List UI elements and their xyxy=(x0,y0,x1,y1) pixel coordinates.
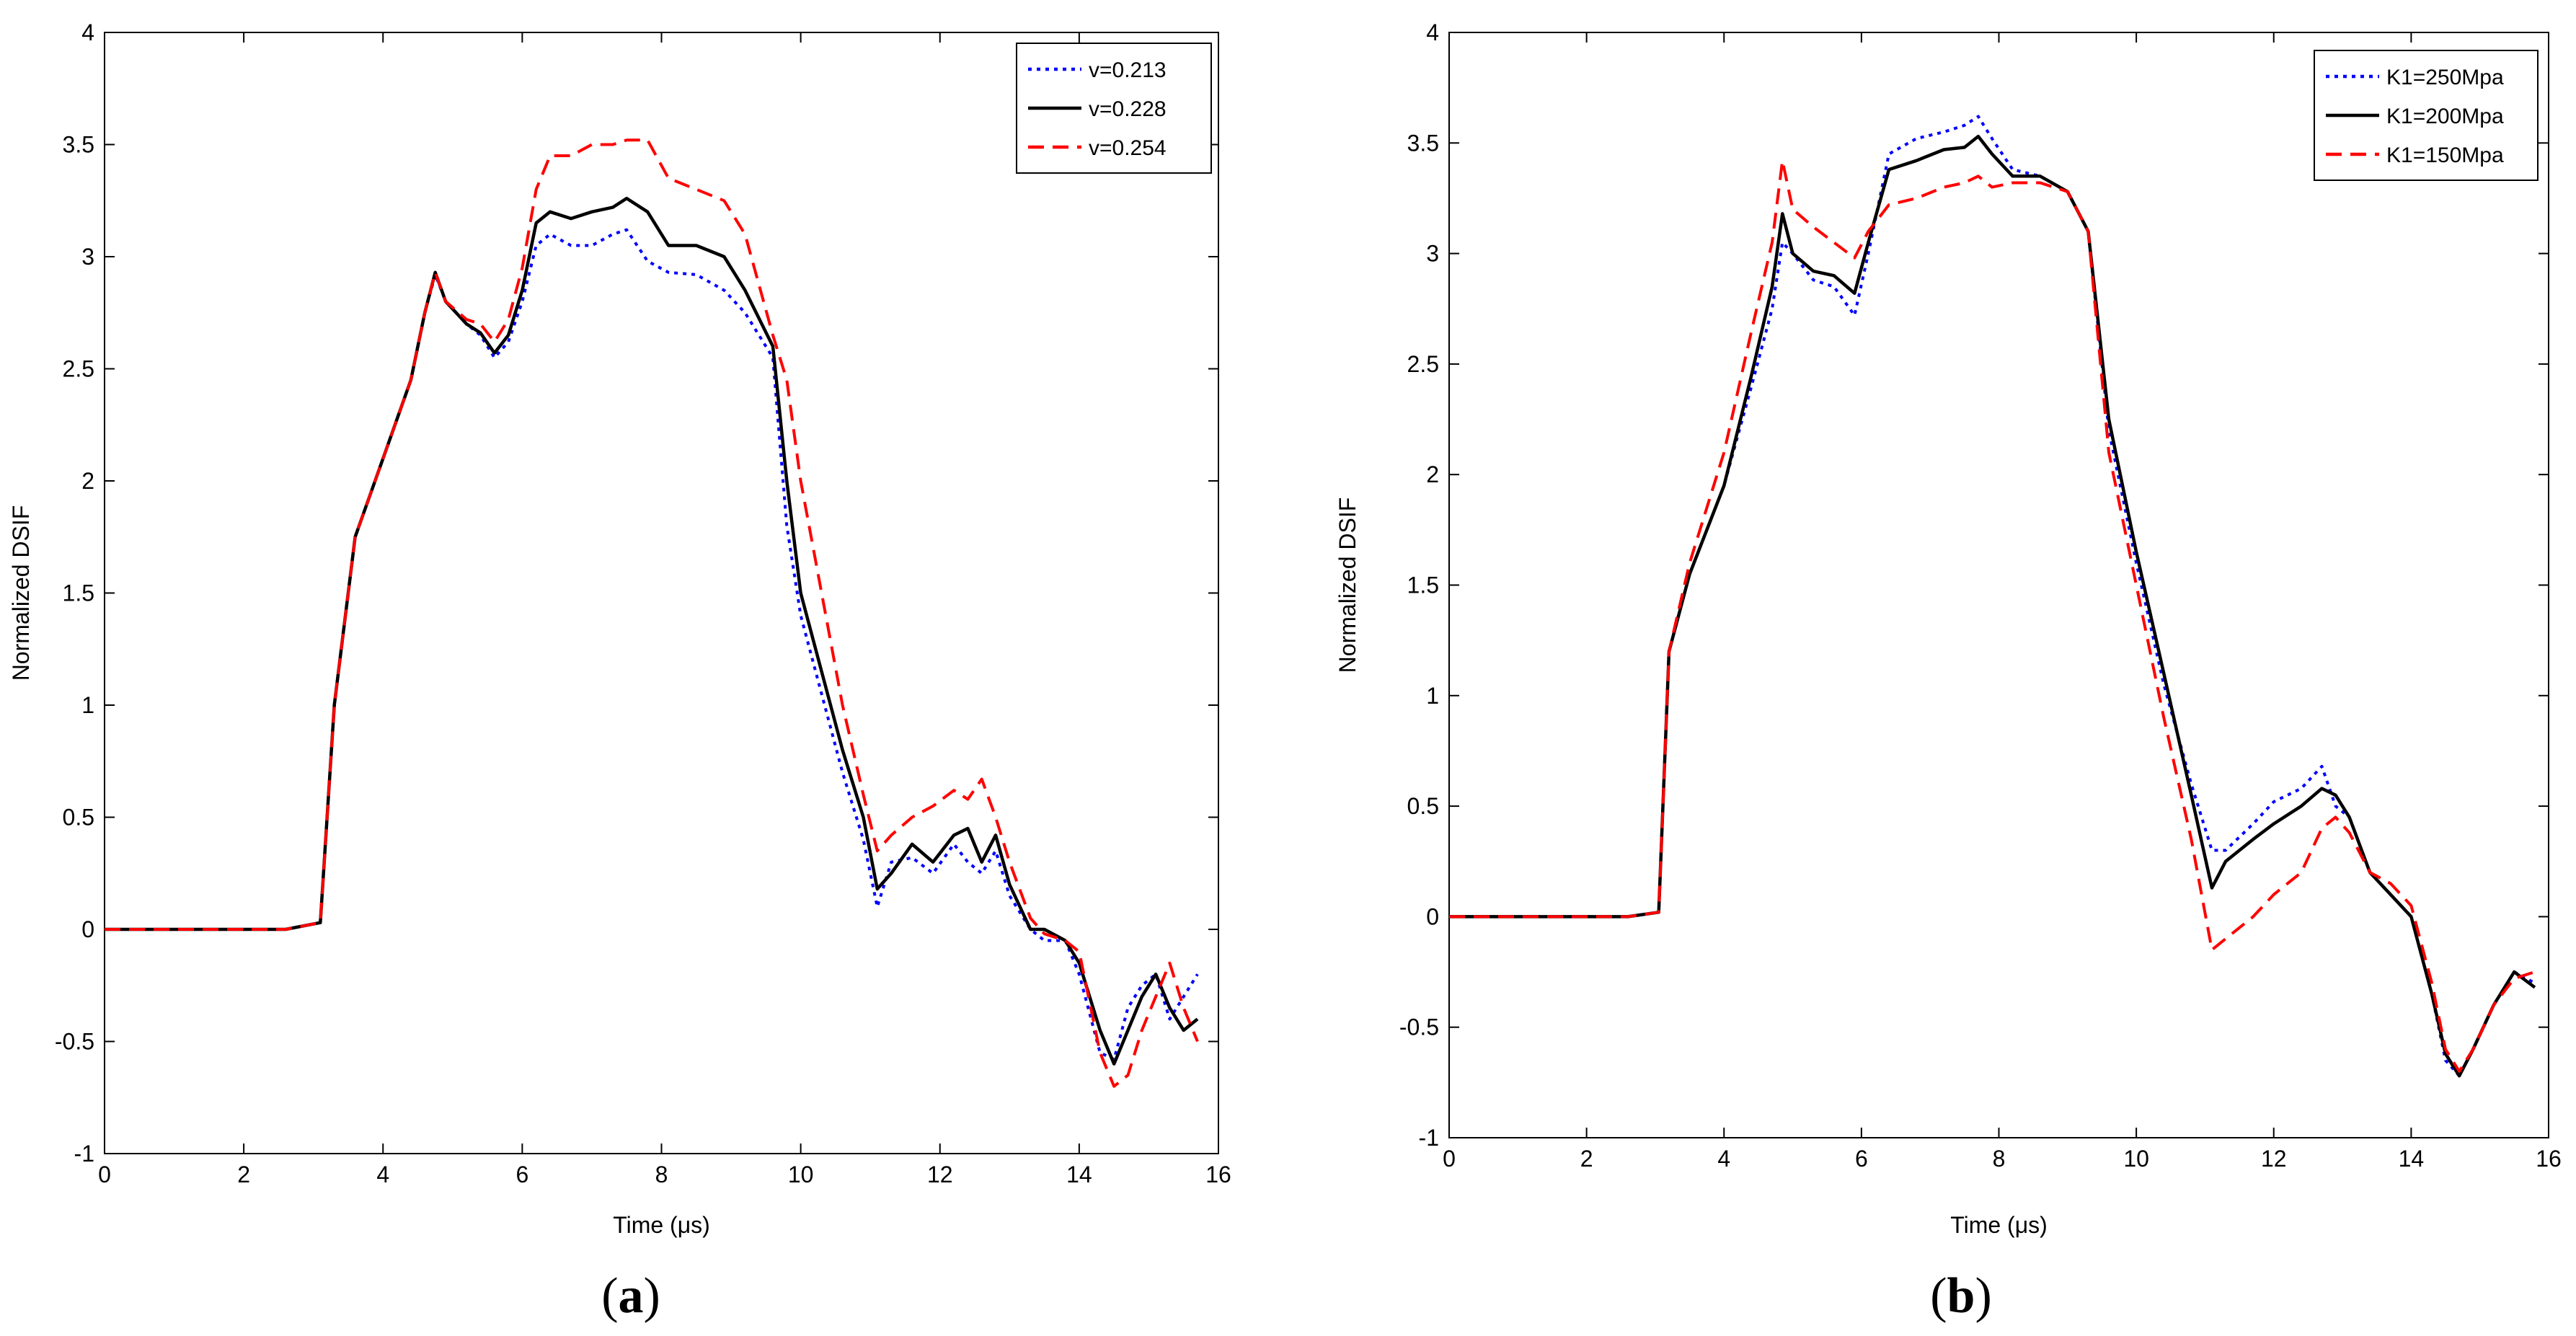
y-tick-label: 1 xyxy=(1426,683,1439,709)
y-tick-label: 3 xyxy=(81,244,94,270)
legend-label-2: v=0.228 xyxy=(1089,97,1167,121)
y-tick-label: 1.5 xyxy=(1407,572,1439,598)
y-tick-label: 2.5 xyxy=(1407,351,1439,377)
plot-frame xyxy=(104,32,1219,1154)
x-tick-label: 6 xyxy=(1855,1146,1868,1172)
legend-label-1: K1=250Mpa xyxy=(2386,66,2504,89)
series-line-3 xyxy=(1449,159,2536,1073)
x-tick-label: 2 xyxy=(237,1162,250,1187)
y-tick-label: 2 xyxy=(1426,461,1439,487)
y-tick-label: 4 xyxy=(1426,19,1439,45)
series-line-2 xyxy=(105,196,1199,1066)
x-tick-label: 14 xyxy=(2399,1146,2425,1172)
y-tick-label: 0 xyxy=(81,916,94,942)
y-tick-label: 0.5 xyxy=(63,805,94,831)
y-tick-label: -1 xyxy=(74,1141,94,1167)
y-axis-label: Normalized DSIF xyxy=(1335,497,1360,673)
x-tick-label: 0 xyxy=(98,1162,111,1187)
y-tick-label: 0.5 xyxy=(1407,793,1439,819)
plot-frame xyxy=(1448,32,2549,1138)
x-tick-label: 0 xyxy=(1443,1146,1456,1172)
y-tick-label: 3.5 xyxy=(1407,130,1439,156)
x-tick-label: 2 xyxy=(1580,1146,1593,1172)
x-tick-label: 8 xyxy=(1993,1146,2006,1172)
legend-label-2: K1=200Mpa xyxy=(2386,105,2504,128)
x-tick-label: 4 xyxy=(376,1162,389,1187)
y-tick-label: 2 xyxy=(81,468,94,494)
legend-label-3: K1=150Mpa xyxy=(2386,143,2504,167)
x-tick-label: 12 xyxy=(2261,1146,2287,1172)
caption-b: (b) xyxy=(1930,1268,1992,1324)
y-tick-label: 1.5 xyxy=(63,580,94,606)
x-tick-label: 10 xyxy=(2123,1146,2149,1172)
caption-a: (a) xyxy=(601,1268,660,1324)
x-tick-label: 6 xyxy=(515,1162,528,1187)
x-tick-label: 16 xyxy=(2536,1146,2562,1172)
y-tick-label: -1 xyxy=(1419,1125,1439,1151)
y-tick-label: -0.5 xyxy=(55,1029,94,1055)
x-tick-label: 8 xyxy=(655,1162,668,1187)
y-axis-label: Normalized DSIF xyxy=(8,505,34,681)
y-tick-label: 4 xyxy=(81,19,94,45)
series-line-3 xyxy=(105,138,1199,1088)
x-tick-label: 16 xyxy=(1205,1162,1231,1187)
y-tick-label: 3 xyxy=(1426,241,1439,267)
legend-label-1: v=0.213 xyxy=(1089,58,1167,82)
chart-panel-a: 0 2 4 6 8 10 12 14 16 -1 -0.5 0 0.5 1 1.5 2 2.5 3 3.5 4 Time… xyxy=(8,19,1231,1238)
x-tick-label: 12 xyxy=(927,1162,953,1187)
legend-label-3: v=0.254 xyxy=(1089,136,1167,160)
chart-panel-b: 0 2 4 6 8 10 12 14 16 -1 -0.5 0 0.5 1 1.5 2 2.5 3 3.5 4 Time… xyxy=(1335,19,2562,1238)
x-axis-label: Time (μs) xyxy=(1950,1212,2048,1238)
x-tick-label: 10 xyxy=(788,1162,814,1187)
y-tick-label: 0 xyxy=(1426,903,1439,929)
y-tick-label: 3.5 xyxy=(63,132,94,158)
x-tick-label: 14 xyxy=(1066,1162,1092,1187)
y-tick-label: 1 xyxy=(81,692,94,718)
x-axis-label: Time (μs) xyxy=(613,1212,710,1238)
x-tick-label: 4 xyxy=(1717,1146,1730,1172)
y-tick-label: -0.5 xyxy=(1399,1014,1439,1040)
y-tick-label: 2.5 xyxy=(63,356,94,382)
